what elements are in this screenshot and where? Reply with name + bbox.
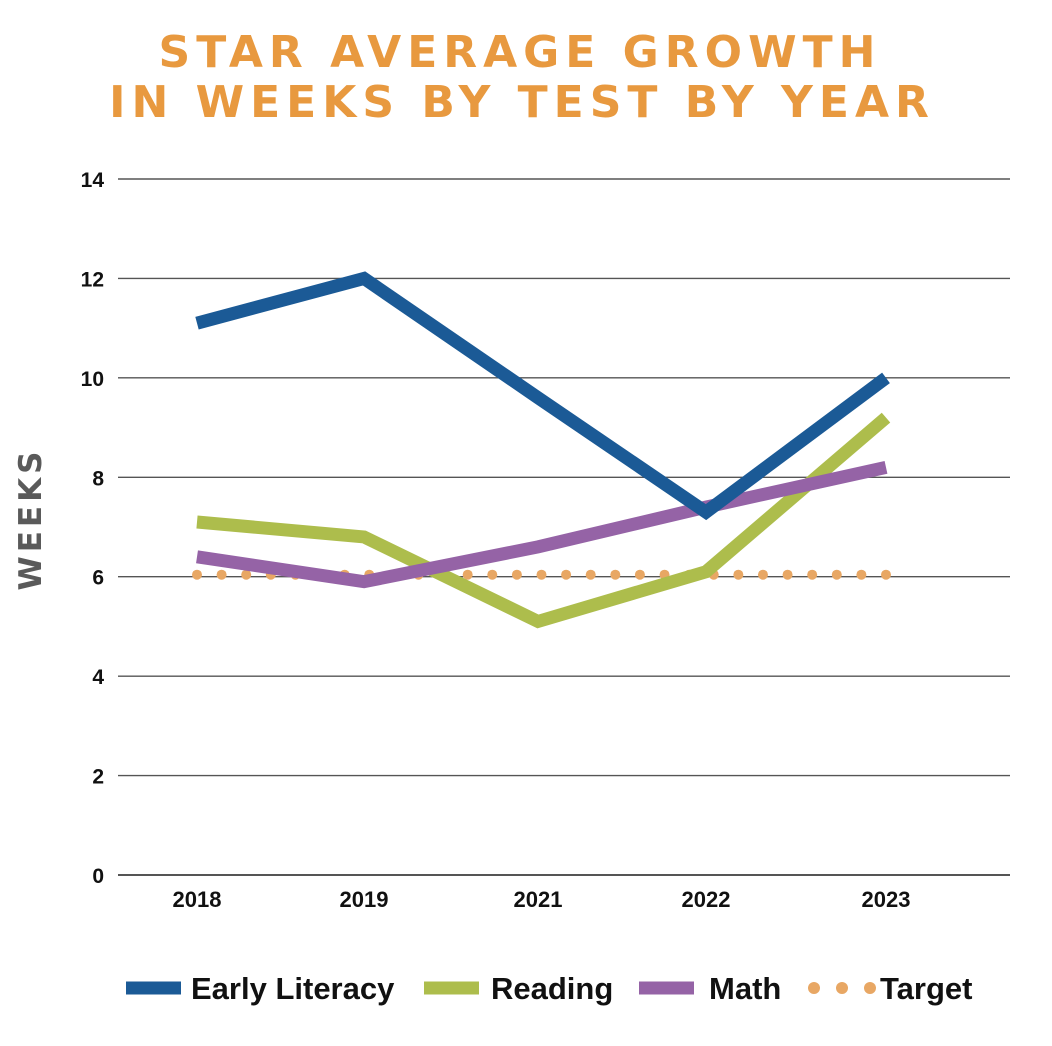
chart-title-line-1: STAR AVERAGE GROWTH xyxy=(159,27,882,78)
series-reading xyxy=(196,412,891,629)
target-dot xyxy=(807,569,818,580)
y-axis-label: WEEKS xyxy=(13,448,49,591)
legend-label-target: Target xyxy=(880,971,972,1006)
target-dot xyxy=(757,569,768,580)
x-tick-2023: 2023 xyxy=(862,887,911,912)
y-tick-6: 6 xyxy=(92,567,104,590)
target-dot xyxy=(511,569,522,580)
y-tick-2: 2 xyxy=(92,766,104,789)
legend-label-early-literacy: Early Literacy xyxy=(191,971,395,1006)
target-dot xyxy=(782,569,793,580)
point-early-literacy-2019 xyxy=(364,278,365,279)
point-reading-2023 xyxy=(886,417,887,418)
point-reading-2021 xyxy=(538,621,539,622)
y-tick-0: 0 xyxy=(92,865,104,888)
legend-label-reading: Reading xyxy=(491,971,613,1006)
target-dot xyxy=(881,569,891,580)
point-early-literacy-2023 xyxy=(886,377,887,378)
x-tick-2018: 2018 xyxy=(173,887,222,912)
target-dot xyxy=(733,569,744,580)
target-dot xyxy=(462,569,473,580)
legend: Early Literacy Reading Math Target xyxy=(126,971,972,1006)
x-tick-2022: 2022 xyxy=(682,887,731,912)
x-tick-labels: 2018 2019 2021 2022 2023 xyxy=(173,887,911,912)
line-math xyxy=(196,460,888,589)
y-tick-labels: 0 2 4 6 8 10 12 14 xyxy=(81,169,105,888)
point-math-2021 xyxy=(538,546,539,547)
series-early-literacy xyxy=(195,271,890,521)
legend-item-target: Target xyxy=(808,971,972,1006)
chart-title-line-2: IN WEEKS BY TEST BY YEAR xyxy=(109,77,935,128)
point-math-2023 xyxy=(886,467,887,468)
x-tick-2019: 2019 xyxy=(340,887,389,912)
target-dot xyxy=(856,569,867,580)
legend-item-early-literacy: Early Literacy xyxy=(126,971,395,1006)
target-dot xyxy=(241,569,252,580)
y-tick-4: 4 xyxy=(92,666,104,689)
target-dot xyxy=(610,569,621,580)
target-dot xyxy=(192,569,202,580)
legend-label-math: Math xyxy=(709,971,781,1006)
y-tick-12: 12 xyxy=(81,268,104,291)
point-math-2018 xyxy=(197,556,198,557)
target-dot xyxy=(216,569,227,580)
target-dot xyxy=(561,569,572,580)
point-reading-2018 xyxy=(197,522,198,523)
target-dot xyxy=(831,569,842,580)
line-reading xyxy=(196,412,891,629)
series-math xyxy=(196,460,888,589)
point-early-literacy-2022 xyxy=(706,512,707,513)
point-early-literacy-2021 xyxy=(538,397,539,398)
legend-item-reading: Reading xyxy=(424,971,613,1006)
legend-swatch-dot xyxy=(864,982,876,994)
legend-swatch-dot xyxy=(808,982,820,994)
line-early-literacy xyxy=(195,271,890,521)
y-tick-8: 8 xyxy=(92,467,104,490)
target-dot xyxy=(487,569,498,580)
legend-swatch-dot xyxy=(836,982,848,994)
x-tick-2021: 2021 xyxy=(514,887,563,912)
point-early-literacy-2018 xyxy=(197,323,198,324)
target-dot xyxy=(585,569,596,580)
point-reading-2022 xyxy=(706,571,707,572)
y-tick-14: 14 xyxy=(81,169,105,192)
series-lines xyxy=(192,271,891,629)
point-math-2019 xyxy=(364,581,365,582)
target-dot xyxy=(536,569,547,580)
target-dot xyxy=(634,569,645,580)
legend-item-math: Math xyxy=(639,971,781,1006)
point-reading-2019 xyxy=(364,536,365,537)
y-tick-10: 10 xyxy=(81,368,104,391)
